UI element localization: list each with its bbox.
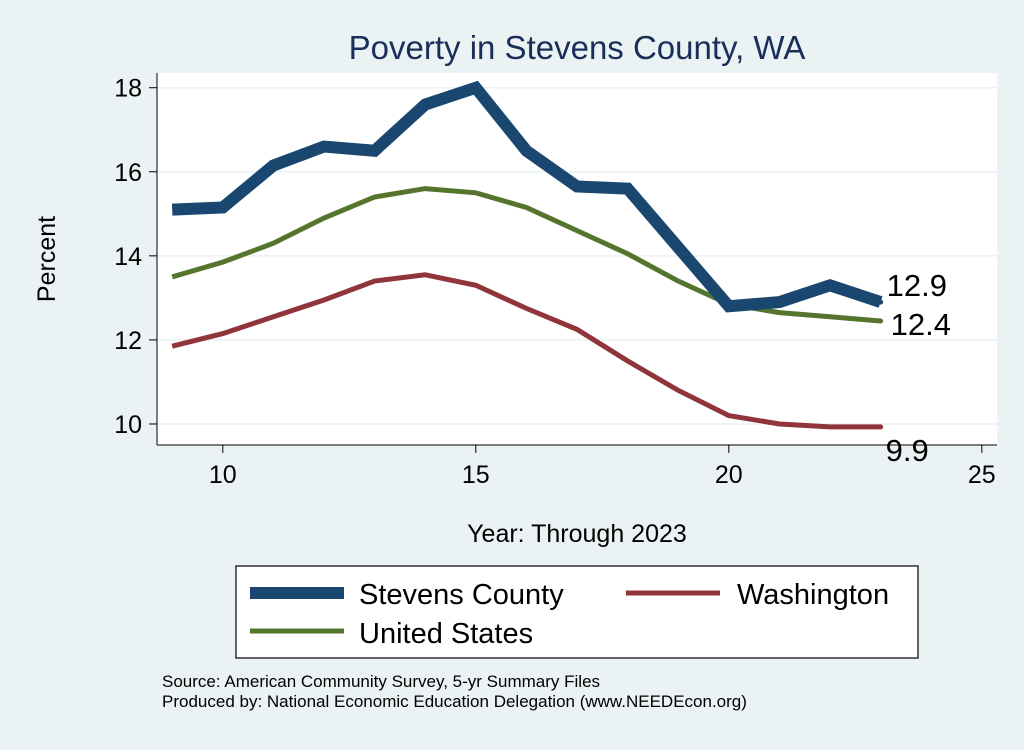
legend-label-united-states: United States [359,618,533,650]
end-point [878,318,884,324]
x-tick-label: 10 [209,461,237,489]
x-tick-label: 20 [715,461,743,489]
end-label: 12.4 [891,307,951,342]
end-point [878,299,884,305]
series-line-washington [171,272,881,430]
legend-label-stevens-county: Stevens County [359,579,564,611]
source-note: Source: American Community Survey, 5-yr … [162,672,601,691]
x-axis-label: Year: Through 2023 [467,520,687,548]
chart-title: Poverty in Stevens County, WA [349,29,806,66]
end-point [878,424,884,430]
legend: Stevens County Washington United States [235,565,919,659]
y-tick-label: 18 [114,75,142,103]
y-tick-label: 10 [114,411,142,439]
legend-label-washington: Washington [737,579,889,611]
x-tick-label: 15 [462,461,490,489]
y-tick-label: 12 [114,327,142,355]
produced-by-note: Produced by: National Economic Education… [162,692,747,711]
plot-area [157,73,997,445]
y-tick-label: 16 [114,159,142,187]
y-tick-label: 14 [114,243,142,271]
series-line-united-states [171,186,881,324]
end-label: 9.9 [886,433,929,468]
x-tick-label: 25 [968,461,996,489]
end-label: 12.9 [887,268,947,303]
legend-box [235,565,919,659]
y-axis-label: Percent [33,216,61,302]
series-line-stevens-county [171,80,883,313]
